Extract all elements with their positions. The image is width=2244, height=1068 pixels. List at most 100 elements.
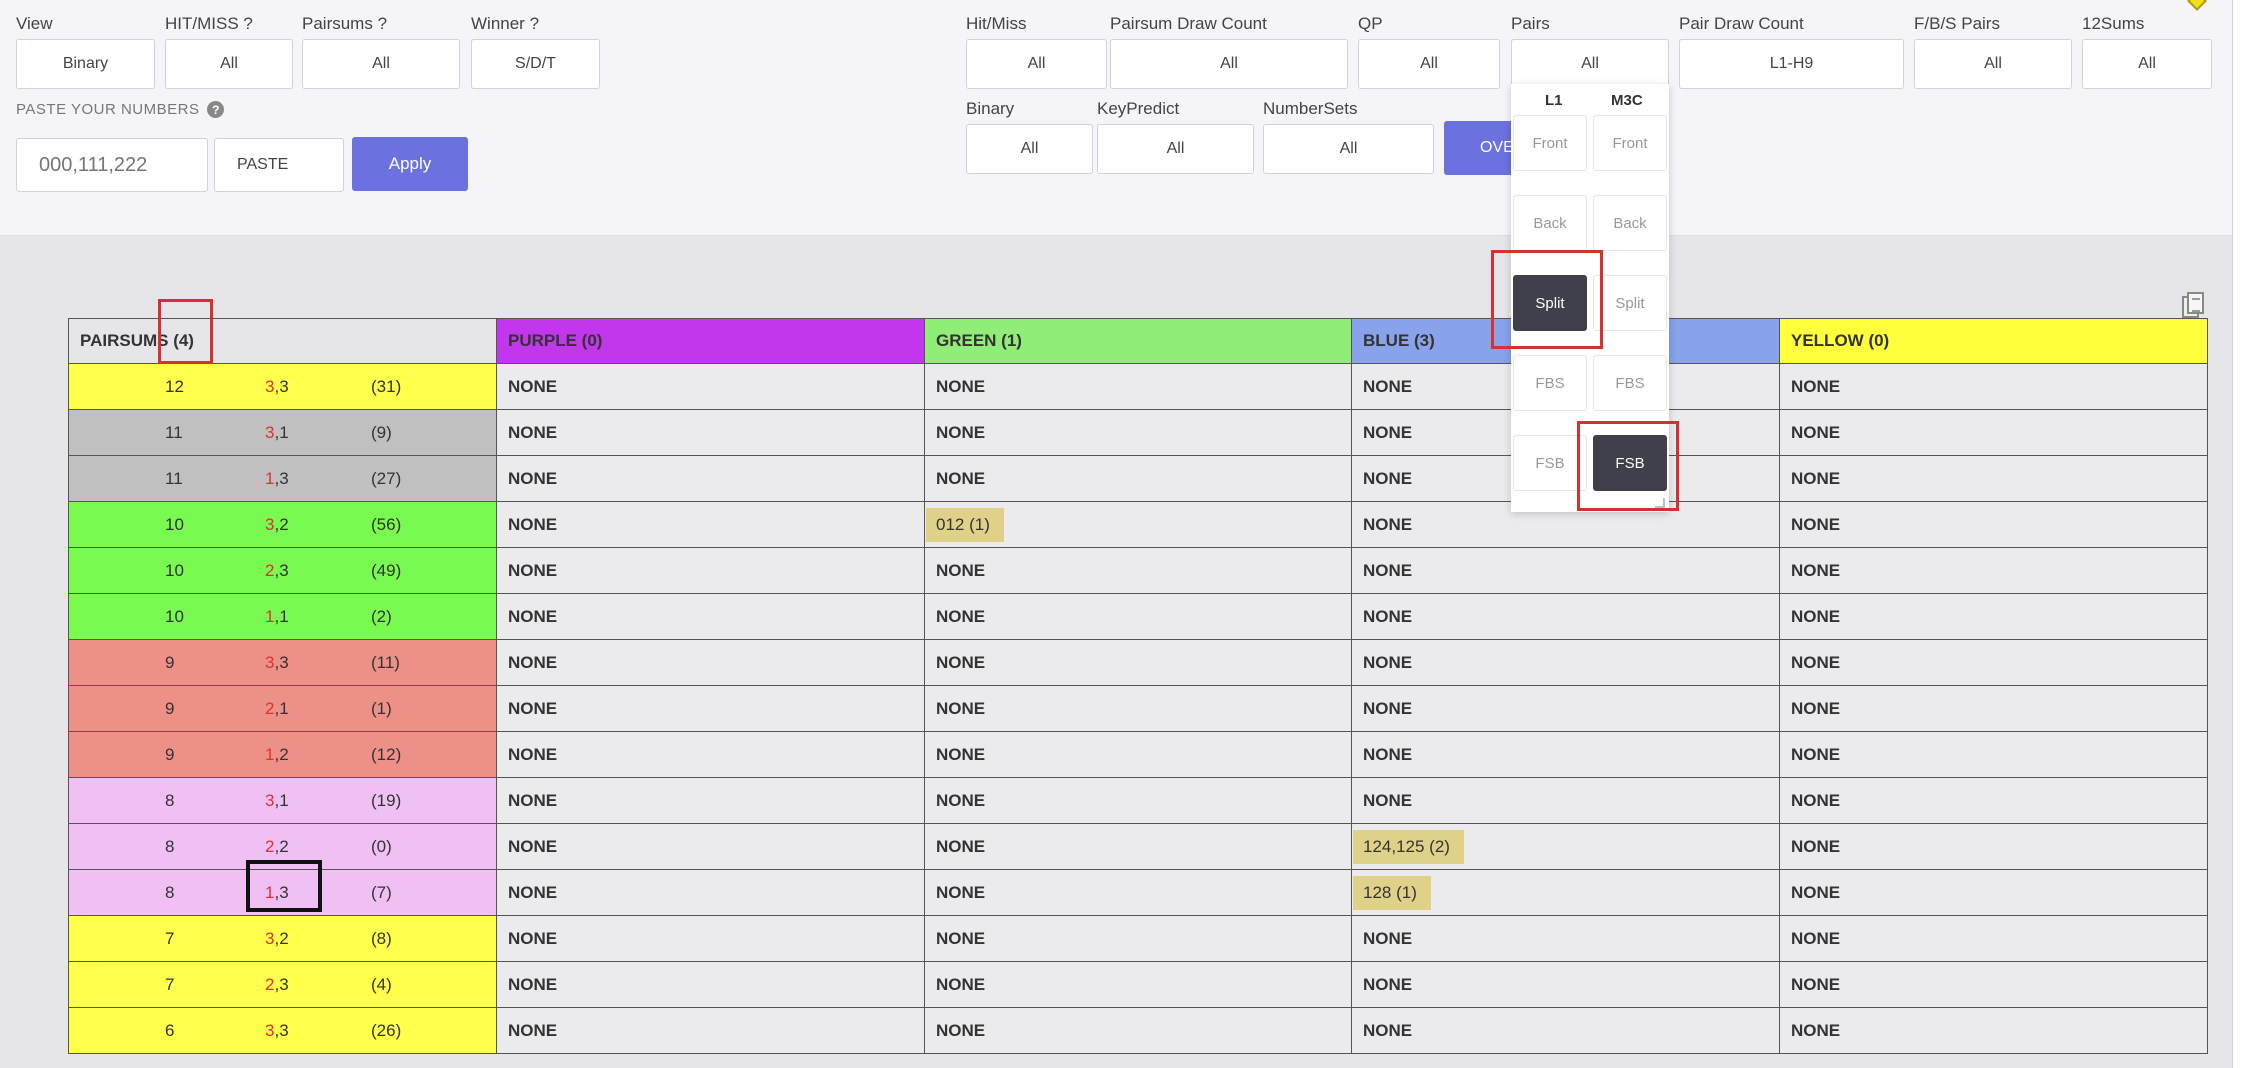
pairsum-value: 11 — [165, 423, 183, 442]
purple-cell: NONE — [496, 915, 925, 962]
dropdown-col-title-l1: L1 — [1545, 92, 1563, 109]
pairs-option-l1-back[interactable]: Back — [1513, 195, 1587, 251]
pairsum-cell[interactable]: 6 3,3 (26) — [68, 1007, 497, 1054]
pairsum-cell[interactable]: 10 1,1 (2) — [68, 593, 497, 640]
pairsum-cell[interactable]: 9 2,1 (1) — [68, 685, 497, 732]
cell-text: NONE — [1791, 468, 1841, 488]
pairs-select[interactable]: All — [1511, 39, 1669, 89]
cell-text: NONE — [1363, 1020, 1413, 1040]
resize-grip-icon[interactable] — [1655, 498, 1665, 508]
pairsum-draw-count-select[interactable]: All — [1110, 39, 1348, 89]
pairsum-cell[interactable]: 10 3,2 (56) — [68, 501, 497, 548]
table-row: 11 1,3 (27) NONE NONE NONE NONE — [68, 455, 2208, 502]
hit-miss-select[interactable]: All — [966, 39, 1107, 89]
copy-icon[interactable] — [2182, 292, 2204, 320]
help-icon[interactable]: ? — [207, 101, 225, 118]
yellow-cell: NONE — [1779, 547, 2208, 594]
pair-first-digit: 2 — [265, 561, 275, 580]
pairsum-cell[interactable]: 11 1,3 (27) — [68, 455, 497, 502]
pairsum-cell[interactable]: 10 2,3 (49) — [68, 547, 497, 594]
highlighted-result: 124,125 (2) — [1353, 829, 1464, 864]
pairs-option-l1-fsb[interactable]: FSB — [1513, 435, 1587, 491]
pairsums-select[interactable]: All — [302, 39, 460, 89]
pairs-option-m3c-front[interactable]: Front — [1593, 115, 1667, 171]
pairs-option-m3c-back[interactable]: Back — [1593, 195, 1667, 251]
highlighted-result: 128 (1) — [1353, 875, 1431, 910]
cell-text: NONE — [508, 468, 558, 488]
green-cell: NONE — [924, 455, 1352, 502]
filter-label-hitmiss: HIT/MISS ? — [165, 14, 253, 33]
blue-cell: NONE — [1351, 915, 1780, 962]
pair-first-digit: 1 — [265, 469, 275, 488]
cell-text: NONE — [508, 882, 558, 902]
yellow-cell: NONE — [1779, 455, 2208, 502]
pairs-option-l1-split[interactable]: Split — [1513, 275, 1587, 331]
numbers-input[interactable] — [16, 138, 208, 192]
pair-second-digit: ,2 — [274, 745, 289, 764]
pair-count: (27) — [371, 469, 402, 488]
cell-text: NONE — [936, 652, 986, 672]
pairsum-cell[interactable]: 7 3,2 (8) — [68, 915, 497, 962]
purple-cell: NONE — [496, 777, 925, 824]
pairsum-cell[interactable]: 8 2,2 (0) — [68, 823, 497, 870]
column-header-4: YELLOW (0) — [1779, 318, 2208, 364]
numbersets-select[interactable]: All — [1263, 124, 1434, 174]
cell-text: NONE — [936, 790, 986, 810]
pairs-option-m3c-fbs[interactable]: FBS — [1593, 355, 1667, 411]
scrollbar-track[interactable] — [2232, 0, 2244, 1068]
pairsum-cell[interactable]: 8 1,3 (7) — [68, 869, 497, 916]
pairsum-value: 9 — [165, 699, 175, 718]
keypredict-select[interactable]: All — [1097, 124, 1254, 174]
cell-text: NONE — [936, 468, 986, 488]
hitmiss-select[interactable]: All — [165, 39, 293, 89]
green-cell: NONE — [924, 363, 1352, 410]
yellow-cell: NONE — [1779, 363, 2208, 410]
pairsum-cell[interactable]: 8 3,1 (19) — [68, 777, 497, 824]
purple-cell: NONE — [496, 409, 925, 456]
pairsum-cell[interactable]: 7 2,3 (4) — [68, 961, 497, 1008]
cell-text: NONE — [1791, 606, 1841, 626]
pairsum-cell[interactable]: 11 3,1 (9) — [68, 409, 497, 456]
table-row: 10 3,2 (56) NONE 012 (1) NONE NONE — [68, 501, 2208, 548]
winner-select[interactable]: S/D/T — [471, 39, 600, 89]
cell-text: NONE — [936, 376, 986, 396]
qp-select[interactable]: All — [1358, 39, 1500, 89]
pairs-option-m3c-split[interactable]: Split — [1593, 275, 1667, 331]
pair-value: 1,1 — [265, 607, 289, 627]
overview-button[interactable]: OVE — [1444, 121, 1514, 175]
pair-count: (9) — [371, 423, 392, 442]
cell-text: NONE — [508, 652, 558, 672]
blue-cell: NONE — [1351, 685, 1780, 732]
cell-text: NONE — [936, 882, 986, 902]
apply-button[interactable]: Apply — [352, 137, 468, 191]
binary-select[interactable]: All — [966, 124, 1093, 174]
cell-text: NONE — [936, 560, 986, 580]
paste-button[interactable]: PASTE — [214, 138, 344, 192]
pair-first-digit: 1 — [265, 607, 275, 626]
pair-value: 2,3 — [265, 561, 289, 581]
12sums-select[interactable]: All — [2082, 39, 2212, 89]
blue-cell: NONE — [1351, 639, 1780, 686]
pairs-option-l1-fbs[interactable]: FBS — [1513, 355, 1587, 411]
pair-draw-count-select[interactable]: L1-H9 — [1679, 39, 1904, 89]
pair-count: (26) — [371, 1021, 402, 1040]
pairs-option-m3c-fsb[interactable]: FSB — [1593, 435, 1667, 491]
table-row: 12 3,3 (31) NONE NONE NONE NONE — [68, 363, 2208, 410]
pairsum-cell[interactable]: 12 3,3 (31) — [68, 363, 497, 410]
pair-value: 3,3 — [265, 653, 289, 673]
pair-second-digit: ,3 — [274, 561, 289, 580]
pair-second-digit: ,2 — [274, 929, 289, 948]
pairs-option-l1-front[interactable]: Front — [1513, 115, 1587, 171]
filter-label-pairsums: Pairsums ? — [302, 14, 388, 33]
pairsum-cell[interactable]: 9 3,3 (11) — [68, 639, 497, 686]
pair-second-digit: ,1 — [274, 791, 289, 810]
pairsum-cell[interactable]: 9 1,2 (12) — [68, 731, 497, 778]
pair-value: 3,2 — [265, 929, 289, 949]
cell-text: NONE — [1363, 376, 1413, 396]
pair-count: (31) — [371, 377, 402, 396]
pairs-dropdown: L1 M3C Front Back Split FBS FSB Front Back Spli… — [1511, 84, 1669, 512]
fbs-pairs-select[interactable]: All — [1914, 39, 2072, 89]
blue-cell: NONE — [1351, 731, 1780, 778]
pairsums-table: PAIRSUMS (4) PURPLE (0) GREEN (1) BLUE (3) Y… — [68, 318, 2208, 1054]
view-select[interactable]: Binary — [16, 39, 155, 89]
